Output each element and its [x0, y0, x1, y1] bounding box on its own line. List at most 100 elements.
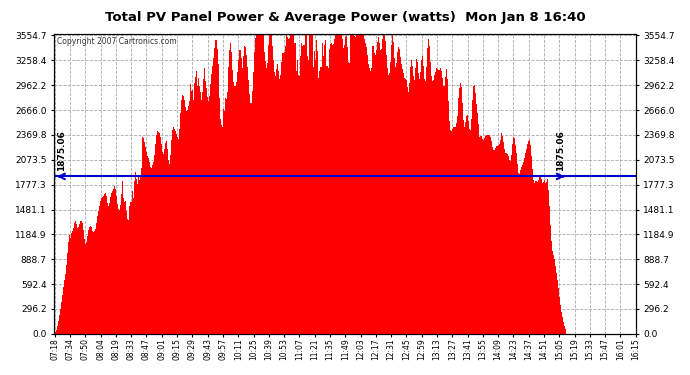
Bar [384, 35, 385, 334]
Bar [276, 69, 277, 334]
Bar [259, 35, 261, 334]
Bar [366, 46, 367, 334]
Bar [535, 181, 536, 334]
Bar [313, 67, 314, 334]
Bar [67, 253, 68, 334]
Bar [450, 130, 451, 334]
Bar [479, 134, 480, 334]
Bar [383, 35, 384, 334]
Bar [529, 140, 530, 334]
Bar [126, 211, 127, 334]
Bar [452, 129, 453, 334]
Bar [493, 150, 494, 334]
Bar [78, 227, 79, 334]
Bar [462, 103, 463, 334]
Text: 1875.06: 1875.06 [556, 130, 565, 171]
Bar [390, 62, 391, 334]
Bar [397, 53, 398, 334]
Bar [345, 37, 346, 334]
Bar [460, 82, 462, 334]
Bar [270, 35, 271, 334]
Bar [101, 198, 102, 334]
Bar [474, 85, 475, 334]
Bar [526, 149, 527, 334]
Bar [458, 98, 460, 334]
Bar [268, 45, 269, 334]
Bar [365, 43, 366, 334]
Bar [421, 60, 422, 334]
Bar [437, 69, 438, 334]
Bar [466, 116, 467, 334]
Bar [467, 115, 468, 334]
Bar [140, 177, 141, 334]
Bar [457, 108, 458, 334]
Bar [129, 206, 130, 334]
Bar [364, 39, 365, 334]
Bar [373, 46, 375, 334]
Bar [137, 184, 139, 334]
Bar [59, 315, 60, 334]
Bar [425, 81, 426, 334]
Bar [221, 125, 222, 334]
Bar [537, 182, 538, 334]
Bar [464, 127, 465, 334]
Bar [279, 75, 281, 334]
Bar [310, 35, 311, 334]
Bar [246, 55, 247, 334]
Bar [510, 161, 511, 334]
Bar [77, 228, 78, 334]
Bar [166, 141, 167, 334]
Bar [465, 122, 466, 334]
Bar [386, 56, 387, 334]
Bar [151, 168, 152, 334]
Bar [109, 203, 110, 334]
Bar [410, 67, 411, 334]
Bar [84, 239, 85, 334]
Bar [300, 56, 301, 334]
Bar [355, 37, 356, 334]
Bar [546, 182, 547, 334]
Bar [191, 91, 192, 334]
Bar [206, 88, 207, 334]
Bar [363, 35, 364, 334]
Bar [524, 158, 525, 334]
Bar [56, 330, 57, 334]
Bar [299, 76, 300, 334]
Bar [193, 100, 194, 334]
Bar [232, 69, 233, 334]
Bar [322, 43, 323, 334]
Bar [555, 266, 556, 334]
Bar [65, 274, 66, 334]
Bar [86, 243, 87, 334]
Bar [189, 101, 190, 334]
Bar [254, 52, 255, 334]
Bar [455, 123, 457, 334]
Bar [356, 35, 357, 334]
Bar [192, 90, 193, 334]
Bar [205, 81, 206, 334]
Bar [401, 64, 402, 334]
Bar [290, 35, 291, 334]
Bar [525, 153, 526, 334]
Bar [125, 201, 126, 334]
Bar [172, 127, 174, 334]
Bar [120, 204, 121, 334]
Bar [486, 135, 487, 334]
Bar [308, 60, 309, 334]
Bar [540, 175, 541, 334]
Bar [127, 219, 128, 334]
Bar [95, 228, 97, 334]
Bar [274, 72, 275, 334]
Bar [104, 194, 105, 334]
Bar [340, 35, 341, 334]
Bar [427, 48, 428, 334]
Bar [418, 73, 420, 334]
Bar [258, 35, 259, 334]
Bar [202, 92, 204, 334]
Bar [62, 295, 63, 334]
Bar [208, 101, 209, 334]
Bar [492, 147, 493, 334]
Bar [560, 305, 561, 334]
Bar [424, 79, 425, 334]
Bar [538, 180, 539, 334]
